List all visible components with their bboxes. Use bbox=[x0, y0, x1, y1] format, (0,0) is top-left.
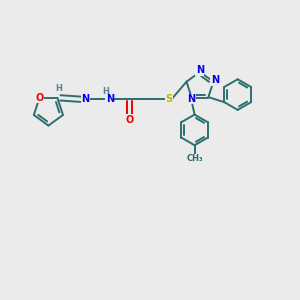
Text: S: S bbox=[165, 94, 172, 104]
Text: N: N bbox=[106, 94, 114, 104]
Text: O: O bbox=[125, 115, 134, 125]
Text: N: N bbox=[211, 75, 219, 85]
Text: N: N bbox=[196, 65, 204, 76]
Text: N: N bbox=[81, 94, 89, 104]
Text: N: N bbox=[187, 94, 195, 104]
Text: O: O bbox=[35, 93, 44, 103]
Text: H: H bbox=[102, 87, 109, 96]
Text: CH₃: CH₃ bbox=[186, 154, 203, 163]
Text: H: H bbox=[56, 84, 62, 93]
